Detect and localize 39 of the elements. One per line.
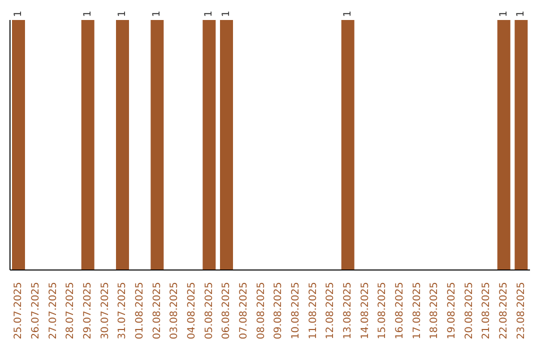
- data-label: 1: [152, 10, 163, 17]
- data-label: 1: [117, 10, 128, 17]
- data-label: 1: [13, 10, 24, 17]
- data-label: 1: [498, 10, 510, 17]
- x-tick-label: 03.08.2025: [169, 282, 180, 340]
- x-tick-label: 11.08.2025: [308, 282, 319, 340]
- x-tick-label: 20.08.2025: [464, 282, 475, 340]
- x-tick-label: 23.08.2025: [516, 282, 527, 340]
- data-label: 1: [82, 10, 94, 17]
- x-tick-label: 08.08.2025: [256, 282, 267, 340]
- data-label: 1: [516, 10, 527, 17]
- x-tick-label: 01.08.2025: [134, 282, 146, 340]
- x-tick-label: 16.08.2025: [394, 282, 406, 340]
- x-tick-label: 04.08.2025: [186, 282, 198, 340]
- x-tick-label: 18.08.2025: [429, 282, 440, 340]
- x-tick-label: 25.07.2025: [13, 282, 24, 340]
- x-tick-label: 02.08.2025: [152, 282, 163, 340]
- x-tick-label: 05.08.2025: [204, 282, 215, 340]
- x-tick-label: 07.08.2025: [238, 282, 250, 340]
- x-tick-label: 10.08.2025: [290, 282, 302, 340]
- x-tick-label: 13.08.2025: [342, 282, 354, 340]
- x-tick-label: 29.07.2025: [82, 282, 94, 340]
- x-tick-label: 27.07.2025: [48, 282, 59, 340]
- x-tick-label: 22.08.2025: [498, 282, 510, 340]
- x-tick-label: 26.07.2025: [30, 282, 42, 340]
- x-tick-label: 21.08.2025: [481, 282, 492, 340]
- x-tick-label: 19.08.2025: [446, 282, 458, 340]
- x-tick-label: 06.08.2025: [221, 282, 232, 340]
- data-label: 1: [221, 10, 232, 17]
- data-label: 1: [342, 10, 354, 17]
- data-label: 1: [204, 10, 215, 17]
- x-tick-label: 12.08.2025: [325, 282, 336, 340]
- x-tick-label: 30.07.2025: [100, 282, 111, 340]
- x-tick-label: 28.07.2025: [65, 282, 76, 340]
- x-tick-label: 14.08.2025: [360, 282, 371, 340]
- x-tick-label: 31.07.2025: [117, 282, 128, 340]
- x-tick-label: 17.08.2025: [412, 282, 423, 340]
- x-tick-label: 09.08.2025: [273, 282, 284, 340]
- x-tick-label: 15.08.2025: [377, 282, 388, 340]
